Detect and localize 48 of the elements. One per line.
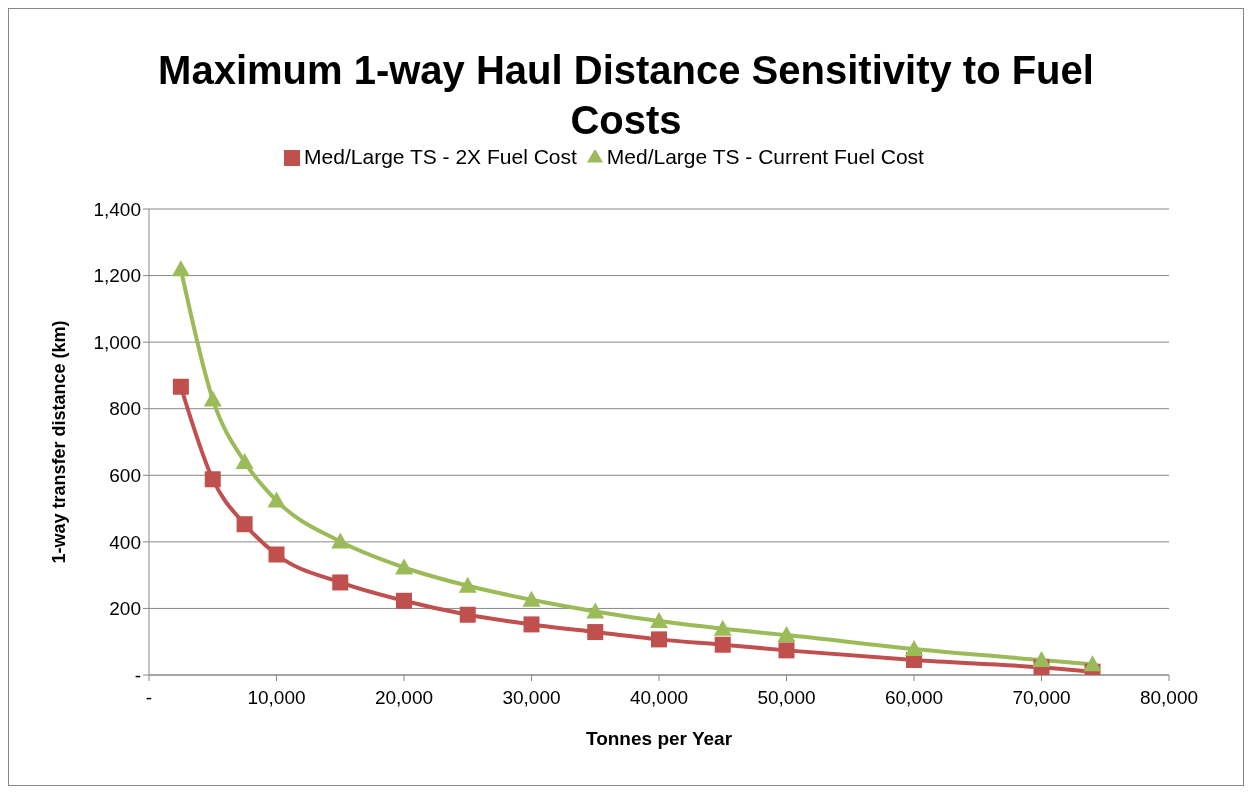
x-tick-label: 20,000	[374, 687, 434, 709]
y-tick-label: 800	[109, 398, 141, 420]
point	[203, 390, 222, 407]
x-tick-label: 80,000	[1139, 687, 1199, 709]
point	[778, 642, 795, 659]
x-tick-label: 60,000	[884, 687, 944, 709]
y-tick-label: 400	[109, 531, 141, 553]
legend-label: Med/Large TS - Current Fuel Cost	[606, 145, 924, 168]
point	[172, 378, 189, 395]
point	[267, 491, 286, 508]
y-tick-label: -	[134, 664, 141, 686]
point	[459, 606, 476, 623]
point	[236, 516, 253, 533]
point	[777, 626, 796, 643]
x-tick-label: 70,000	[1012, 687, 1071, 709]
y-tick-label: 1,400	[93, 198, 141, 220]
legend-label: Med/Large TS - 2X Fuel Cost	[304, 145, 577, 168]
point	[171, 260, 190, 277]
point	[204, 471, 221, 488]
point	[458, 576, 477, 593]
point	[395, 558, 413, 575]
y-axis-title: 1-way transfer distance (km)	[49, 320, 70, 564]
point	[713, 619, 732, 636]
point	[332, 574, 349, 591]
point	[905, 640, 923, 657]
point	[235, 452, 254, 469]
point	[714, 636, 731, 653]
x-axis-title: Tonnes per Year	[585, 728, 733, 749]
x-tick-label: 30,000	[502, 687, 561, 709]
point	[331, 532, 350, 549]
point	[1083, 655, 1102, 672]
y-tick-label: 1,000	[93, 331, 141, 353]
point	[522, 590, 541, 607]
point	[587, 624, 604, 641]
point	[651, 631, 667, 648]
y-tick-label: 1,200	[93, 265, 141, 287]
chart-title: Maximum 1-way Haul Distance Sensitivity to Fuel Costs	[157, 47, 1095, 144]
x-tick-label: 50,000	[757, 687, 816, 709]
x-tick-label: 10,000	[247, 687, 306, 709]
y-tick-label: 200	[109, 598, 141, 620]
y-tick-label: 600	[109, 465, 141, 487]
point	[396, 592, 412, 609]
x-tick-label: 40,000	[629, 687, 689, 709]
point	[650, 612, 668, 629]
point	[268, 546, 285, 563]
point	[586, 602, 605, 619]
point	[523, 616, 540, 633]
point	[1032, 651, 1051, 668]
